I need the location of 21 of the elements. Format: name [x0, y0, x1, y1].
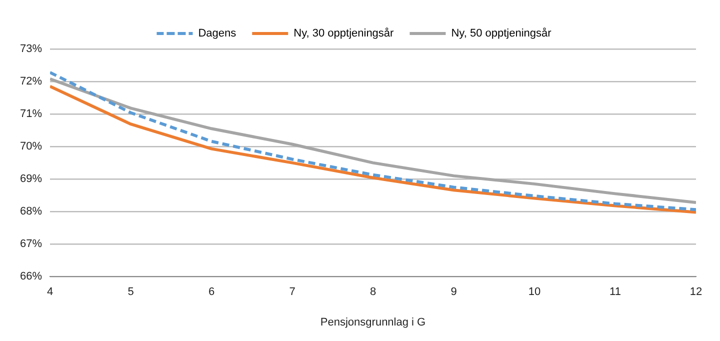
x-tick-label: 5 [128, 286, 134, 298]
legend-label: Ny, 50 opptjeningsår [451, 28, 552, 40]
legend-label: Dagens [198, 28, 237, 40]
x-tick-label: 6 [208, 286, 215, 298]
y-tick-label: 69% [20, 173, 42, 186]
x-tick-label: 10 [528, 286, 541, 298]
y-tick-label: 71% [20, 108, 42, 120]
y-tick-label: 67% [20, 238, 42, 250]
x-tick-label: 7 [289, 286, 296, 298]
x-tick-label: 9 [450, 286, 457, 298]
legend-label: Ny, 30 opptjeningsår [294, 28, 394, 40]
y-tick-label: 72% [20, 76, 42, 88]
y-tick-label: 66% [20, 270, 42, 283]
x-tick-label: 4 [46, 286, 54, 298]
y-tick-label: 68% [20, 206, 42, 218]
x-axis-title: Pensjonsgrunnlag i G [320, 316, 426, 328]
x-tick-label: 11 [610, 286, 621, 298]
x-tick-label: 12 [690, 286, 702, 298]
y-tick-label: 70% [20, 140, 42, 153]
y-tick-label: 73% [20, 43, 42, 56]
x-tick-label: 8 [370, 286, 376, 298]
